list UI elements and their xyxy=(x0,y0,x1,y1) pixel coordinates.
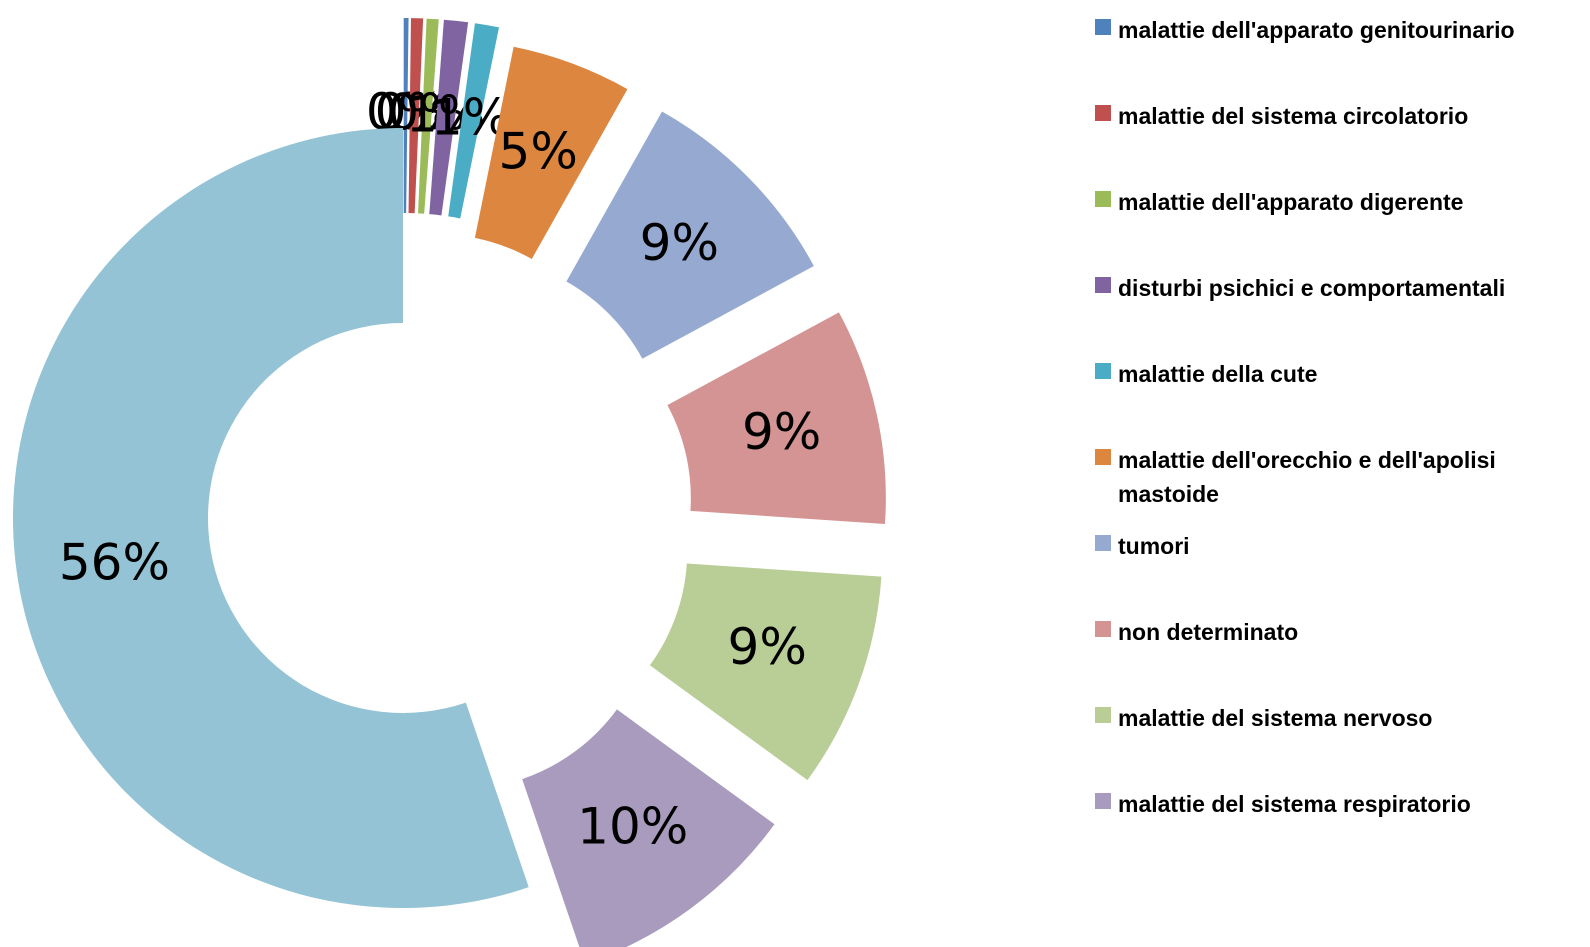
legend-swatch xyxy=(1095,191,1111,207)
legend-swatch xyxy=(1095,621,1111,637)
legend-label: malattie dell'orecchio e dell'apolisi ma… xyxy=(1118,447,1496,507)
legend-label: malattie dell'apparato digerente xyxy=(1118,189,1464,215)
donut-slice xyxy=(448,23,499,219)
donut-slice xyxy=(566,111,814,359)
legend-item: disturbi psichici e comportamentali xyxy=(1095,271,1585,305)
legend-label: malattie del sistema circolatorio xyxy=(1118,103,1469,129)
data-label: 9% xyxy=(640,214,719,272)
data-label: 56% xyxy=(59,533,170,591)
legend-swatch xyxy=(1095,707,1111,723)
legend-swatch xyxy=(1095,793,1111,809)
legend-item: non determinato xyxy=(1095,615,1585,649)
donut-slice xyxy=(667,312,886,525)
legend-item: malattie dell'apparato genitourinario xyxy=(1095,13,1585,47)
data-label: 9% xyxy=(728,618,807,676)
legend-swatch xyxy=(1095,363,1111,379)
legend-swatch xyxy=(1095,19,1111,35)
legend-label: malattie dell'apparato genitourinario xyxy=(1118,17,1515,43)
legend-item: malattie del sistema respiratorio xyxy=(1095,787,1585,821)
data-label: 10% xyxy=(577,798,688,856)
legend-label: malattie del sistema respiratorio xyxy=(1118,791,1471,817)
donut-slice xyxy=(408,18,424,214)
legend-swatch xyxy=(1095,277,1111,293)
legend-item: malattie del sistema nervoso xyxy=(1095,701,1585,735)
legend-item: malattie dell'orecchio e dell'apolisi ma… xyxy=(1095,443,1585,511)
legend-label: disturbi psichici e comportamentali xyxy=(1118,275,1506,301)
donut-slice xyxy=(418,18,439,214)
donut-slice xyxy=(12,128,529,909)
donut-slice xyxy=(474,46,628,260)
legend-swatch xyxy=(1095,535,1111,551)
legend-item: malattie della cute xyxy=(1095,357,1585,391)
legend-swatch xyxy=(1095,449,1111,465)
donut-slice xyxy=(649,563,882,781)
data-label: 5% xyxy=(499,122,578,180)
legend-label: non determinato xyxy=(1118,619,1299,645)
legend-label: malattie del sistema nervoso xyxy=(1118,705,1433,731)
donut-slice xyxy=(429,19,469,216)
donut-slice xyxy=(522,709,775,947)
data-label: 9% xyxy=(742,403,821,461)
legend-label: malattie della cute xyxy=(1118,361,1318,387)
legend-item: malattie del sistema circolatorio xyxy=(1095,99,1585,133)
legend-swatch xyxy=(1095,105,1111,121)
donut-slice xyxy=(403,18,409,214)
legend-label: tumori xyxy=(1118,533,1190,559)
legend-item: tumori xyxy=(1095,529,1585,563)
legend-item: malattie dell'apparato digerente xyxy=(1095,185,1585,219)
